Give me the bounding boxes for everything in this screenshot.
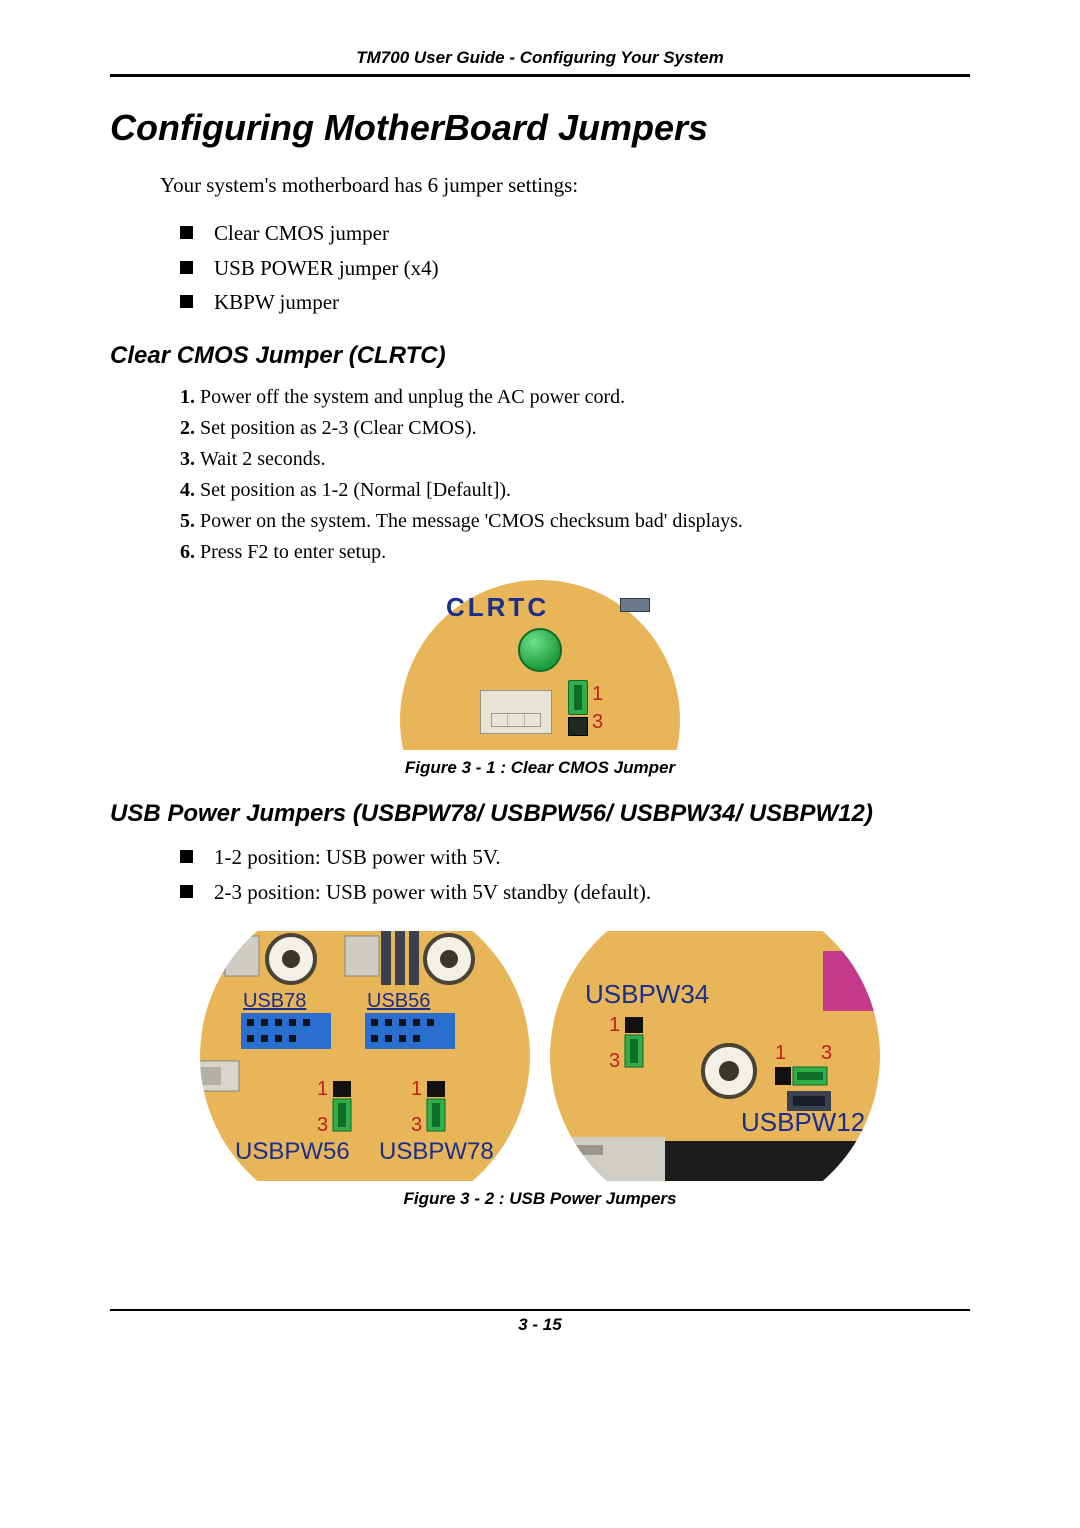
jumper-icon xyxy=(568,680,588,736)
usbpw34-jumper xyxy=(625,1017,643,1067)
figure-2: USB78 USB56 xyxy=(110,931,970,1181)
figure-2-right: USBPW34 1 3 xyxy=(545,931,885,1181)
step-item: 4. Set position as 1-2 (Normal [Default]… xyxy=(180,475,970,506)
document-page: TM700 User Guide - Configuring Your Syst… xyxy=(0,0,1080,1375)
running-head: TM700 User Guide - Configuring Your Syst… xyxy=(110,48,970,74)
step-item: 1. Power off the system and unplug the A… xyxy=(180,382,970,413)
chip-icon xyxy=(620,598,650,612)
list-item: Clear CMOS jumper xyxy=(180,216,970,251)
usbpw34-label: USBPW34 xyxy=(585,979,709,1009)
capacitor-icon xyxy=(518,628,562,672)
intro-text: Your system's motherboard has 6 jumper s… xyxy=(160,173,970,198)
svg-text:1: 1 xyxy=(609,1014,620,1036)
usbpw78-label: USBPW78 xyxy=(379,1138,494,1165)
svg-text:3: 3 xyxy=(609,1050,620,1072)
svg-text:3: 3 xyxy=(411,1114,422,1136)
svg-text:1: 1 xyxy=(775,1042,786,1064)
usbpw56-label: USBPW56 xyxy=(235,1138,350,1165)
figure-2-left: USB78 USB56 xyxy=(195,931,535,1181)
usb56-label: USB56 xyxy=(367,990,430,1012)
step-item: 3. Wait 2 seconds. xyxy=(180,444,970,475)
component-icon xyxy=(480,690,552,734)
pin-labels: 1 3 xyxy=(592,680,603,736)
clrtc-heading: Clear CMOS Jumper (CLRTC) xyxy=(110,342,970,370)
page-number: 3 - 15 xyxy=(110,1315,970,1335)
svg-text:1: 1 xyxy=(411,1078,422,1100)
list-item: 2-3 position: USB power with 5V standby … xyxy=(180,875,970,910)
page-title: Configuring MotherBoard Jumpers xyxy=(110,107,970,149)
usbpw-bullets: 1-2 position: USB power with 5V. 2-3 pos… xyxy=(180,840,970,909)
header-rule xyxy=(110,74,970,77)
figure-2-caption: Figure 3 - 2 : USB Power Jumpers xyxy=(110,1189,970,1209)
clrtc-label: CLRTC xyxy=(446,592,549,623)
list-item: KBPW jumper xyxy=(180,285,970,320)
step-item: 6. Press F2 to enter setup. xyxy=(180,537,970,568)
usbpw56-jumper xyxy=(333,1081,351,1131)
svg-text:3: 3 xyxy=(821,1042,832,1064)
usbpw-heading: USB Power Jumpers (USBPW78/ USBPW56/ USB… xyxy=(110,800,970,828)
figure-1: CLRTC 1 3 xyxy=(110,580,970,750)
usbpw78-jumper xyxy=(427,1081,445,1131)
jumper-list: Clear CMOS jumper USB POWER jumper (x4) … xyxy=(180,216,970,320)
figure-1-caption: Figure 3 - 1 : Clear CMOS Jumper xyxy=(110,758,970,778)
list-item: 1-2 position: USB power with 5V. xyxy=(180,840,970,875)
svg-text:1: 1 xyxy=(317,1078,328,1100)
usbpw12-jumper xyxy=(775,1067,827,1085)
clrtc-steps: 1. Power off the system and unplug the A… xyxy=(180,382,970,568)
svg-text:3: 3 xyxy=(317,1114,328,1136)
step-item: 5. Power on the system. The message 'CMO… xyxy=(180,506,970,537)
footer-rule xyxy=(110,1309,970,1311)
usb78-label: USB78 xyxy=(243,990,306,1012)
usbpw12-label: USBPW12 xyxy=(741,1107,865,1137)
list-item: USB POWER jumper (x4) xyxy=(180,251,970,286)
step-item: 2. Set position as 2-3 (Clear CMOS). xyxy=(180,413,970,444)
